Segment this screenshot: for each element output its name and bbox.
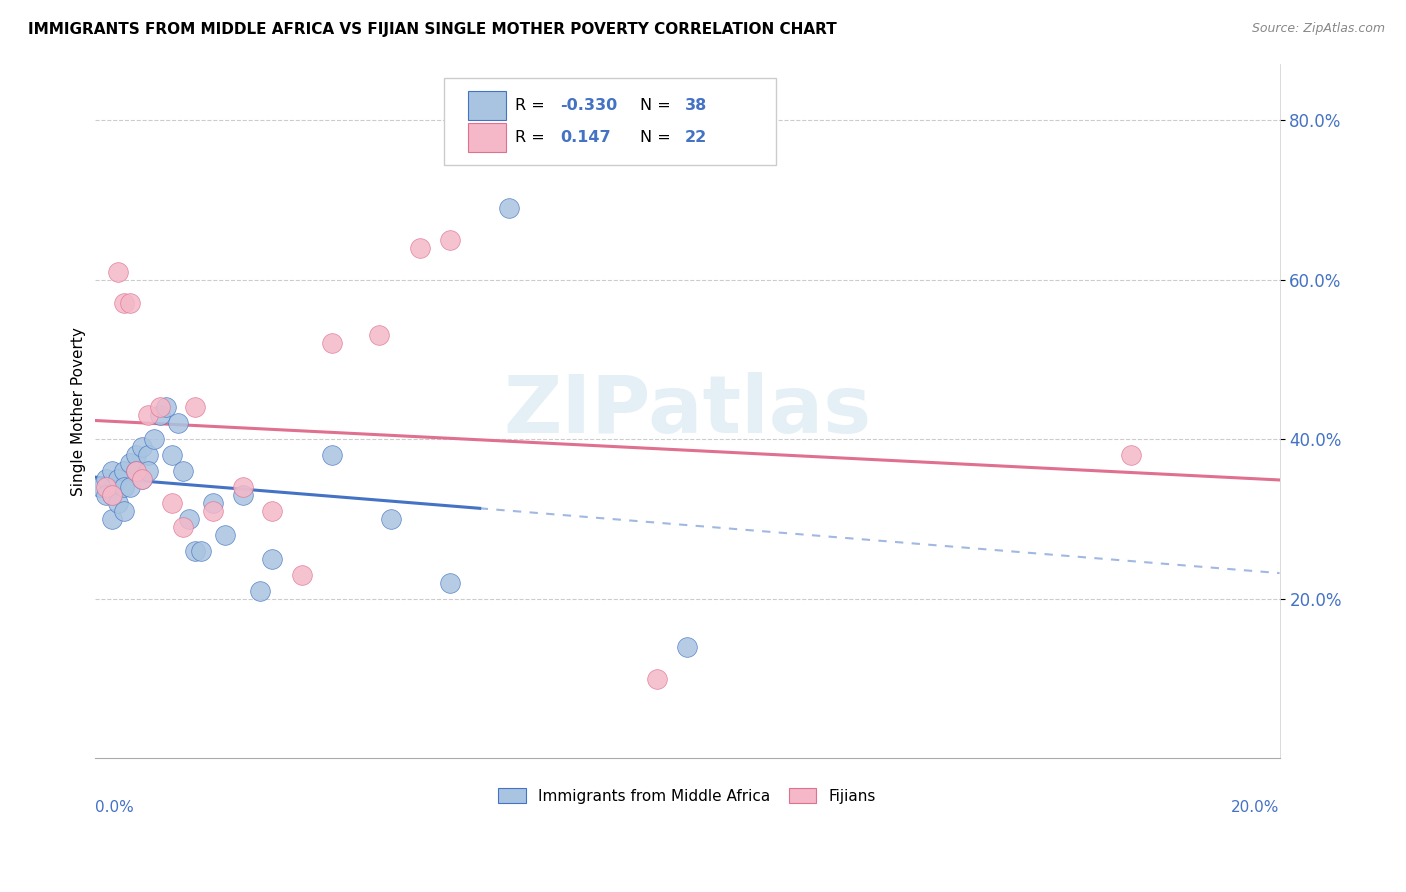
Point <box>120 296 142 310</box>
FancyBboxPatch shape <box>468 91 506 120</box>
Point <box>262 504 284 518</box>
Point <box>112 504 135 518</box>
Point <box>368 328 391 343</box>
Point <box>142 432 165 446</box>
Point <box>131 440 153 454</box>
Point <box>202 504 225 518</box>
Point <box>101 464 124 478</box>
Legend: Immigrants from Middle Africa, Fijians: Immigrants from Middle Africa, Fijians <box>492 781 882 810</box>
Point <box>172 464 194 478</box>
Text: 20.0%: 20.0% <box>1232 800 1279 815</box>
Point <box>136 464 159 478</box>
Point <box>149 401 172 415</box>
Point <box>89 480 111 494</box>
Point <box>120 456 142 470</box>
Point <box>498 201 520 215</box>
Point <box>160 448 183 462</box>
Text: 38: 38 <box>685 98 707 112</box>
Point <box>125 464 148 478</box>
Point <box>184 401 207 415</box>
Point <box>96 488 118 502</box>
Point <box>107 264 129 278</box>
Point <box>112 480 135 494</box>
Point <box>439 575 461 590</box>
Text: Source: ZipAtlas.com: Source: ZipAtlas.com <box>1251 22 1385 36</box>
Point <box>321 448 343 462</box>
Point <box>249 583 271 598</box>
Point <box>149 408 172 422</box>
Text: 0.0%: 0.0% <box>94 800 134 815</box>
Point <box>409 241 432 255</box>
FancyBboxPatch shape <box>468 123 506 152</box>
Point <box>232 480 254 494</box>
Point <box>101 488 124 502</box>
Text: 0.147: 0.147 <box>560 130 610 145</box>
Point <box>101 488 124 502</box>
Point <box>131 472 153 486</box>
Text: R =: R = <box>515 130 550 145</box>
Text: N =: N = <box>640 98 675 112</box>
Point <box>136 408 159 422</box>
Point <box>155 401 177 415</box>
FancyBboxPatch shape <box>444 78 776 165</box>
Point <box>1121 448 1143 462</box>
Point <box>101 512 124 526</box>
Point <box>676 640 699 654</box>
Point <box>190 544 212 558</box>
Point <box>107 496 129 510</box>
Point <box>202 496 225 510</box>
Text: -0.330: -0.330 <box>560 98 617 112</box>
Point <box>96 480 118 494</box>
Point <box>125 464 148 478</box>
Point <box>179 512 201 526</box>
Y-axis label: Single Mother Poverty: Single Mother Poverty <box>72 326 86 496</box>
Point <box>131 472 153 486</box>
Point <box>232 488 254 502</box>
Point <box>125 448 148 462</box>
Point <box>214 528 236 542</box>
Point <box>262 552 284 566</box>
Point <box>107 472 129 486</box>
Point <box>120 480 142 494</box>
Point <box>136 448 159 462</box>
Point <box>172 520 194 534</box>
Text: 22: 22 <box>685 130 707 145</box>
Point <box>321 336 343 351</box>
Text: R =: R = <box>515 98 550 112</box>
Point <box>166 416 188 430</box>
Text: ZIPatlas: ZIPatlas <box>503 372 872 450</box>
Text: N =: N = <box>640 130 675 145</box>
Point <box>112 464 135 478</box>
Point <box>184 544 207 558</box>
Point <box>647 672 669 686</box>
Point <box>112 296 135 310</box>
Point <box>439 233 461 247</box>
Point <box>96 472 118 486</box>
Point <box>160 496 183 510</box>
Point <box>291 567 314 582</box>
Point <box>380 512 402 526</box>
Text: IMMIGRANTS FROM MIDDLE AFRICA VS FIJIAN SINGLE MOTHER POVERTY CORRELATION CHART: IMMIGRANTS FROM MIDDLE AFRICA VS FIJIAN … <box>28 22 837 37</box>
